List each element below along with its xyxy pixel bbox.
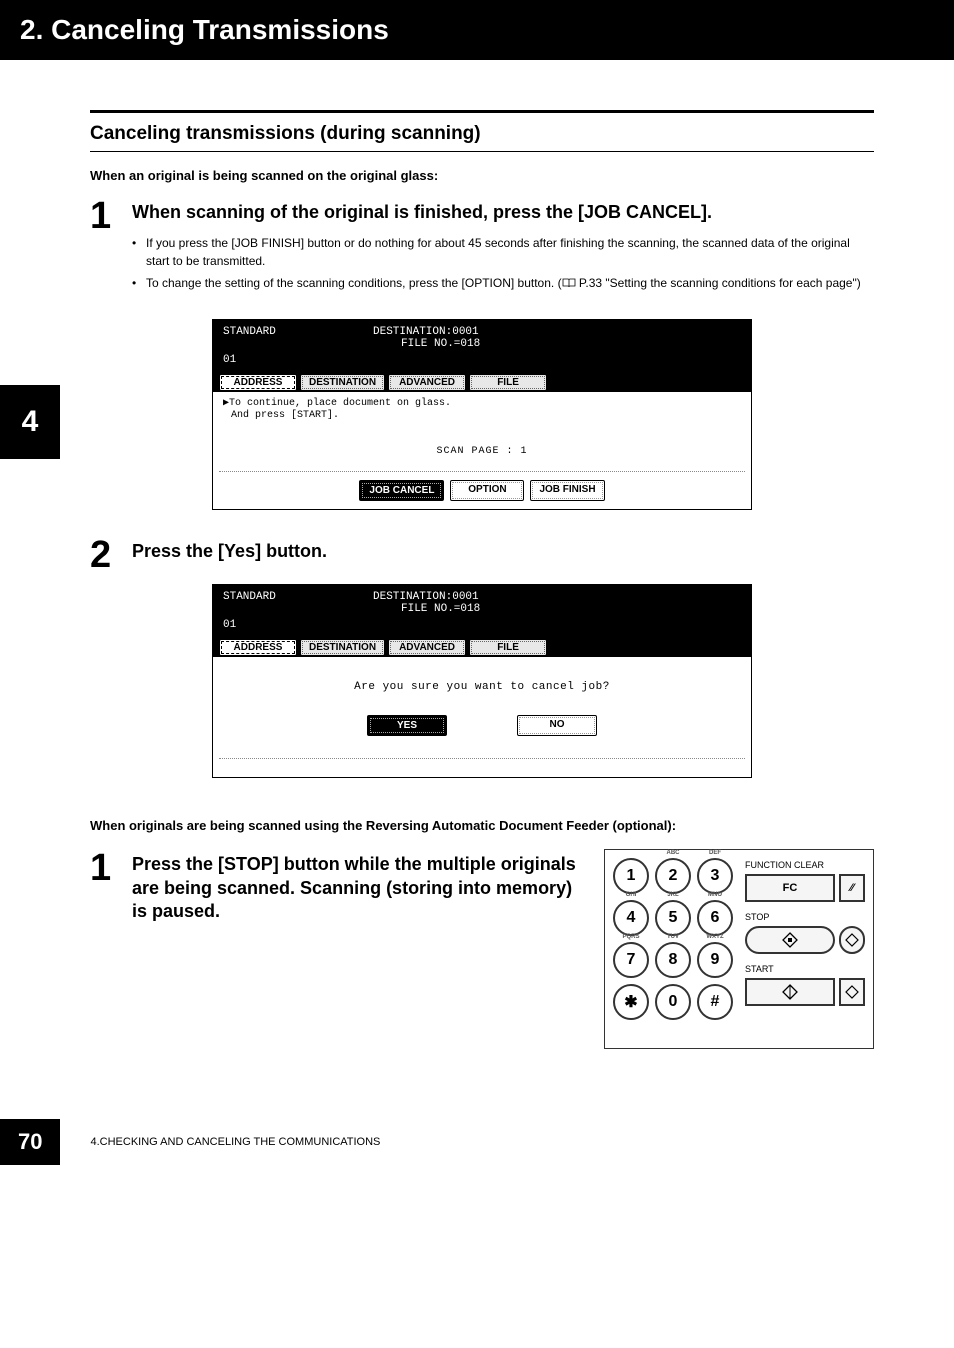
no-button[interactable]: NO	[517, 715, 597, 736]
start-button[interactable]	[745, 978, 835, 1006]
key-star[interactable]: ✱	[613, 984, 649, 1020]
s2-standard: STANDARD	[223, 591, 373, 603]
tab-advanced[interactable]: ADVANCED	[388, 374, 466, 391]
s2-fileno: FILE NO.=018	[373, 603, 741, 615]
key-5[interactable]: JKL5	[655, 900, 691, 936]
s1-fileno: FILE NO.=018	[373, 338, 741, 350]
key-6[interactable]: MNO6	[697, 900, 733, 936]
key-1[interactable]: 1	[613, 858, 649, 894]
s1-hint2: And press [START].	[223, 410, 741, 422]
lcd-screen-2: STANDARDDESTINATION:0001 FILE NO.=018 01…	[212, 584, 752, 778]
key-9[interactable]: WXYZ9	[697, 942, 733, 978]
step-2: 2 Press the [Yes] button.	[90, 536, 874, 574]
key-3[interactable]: DEF3	[697, 858, 733, 894]
tab2-file[interactable]: FILE	[469, 639, 547, 656]
chapter-header: 2. Canceling Transmissions	[0, 0, 954, 60]
key-hash[interactable]: #	[697, 984, 733, 1020]
footer-text: 4.CHECKING AND CANCELING THE COMMUNICATI…	[90, 1136, 380, 1148]
step-3: 1 Press the [STOP] button while the mult…	[90, 849, 874, 1049]
job-cancel-button[interactable]: JOB CANCEL	[359, 480, 444, 501]
step-1-number: 1	[90, 197, 120, 235]
s1-hint1: ▶To continue, place document on glass.	[223, 398, 741, 410]
step-2-heading: Press the [Yes] button.	[132, 540, 874, 563]
stop-button[interactable]	[745, 926, 835, 954]
confirm-question: Are you sure you want to cancel job?	[223, 681, 741, 693]
tab-file[interactable]: FILE	[469, 374, 547, 391]
start-label: START	[745, 964, 865, 974]
s2-destination: DESTINATION:0001	[373, 591, 741, 603]
bullet-2: To change the setting of the scanning co…	[132, 274, 874, 293]
section-title: Canceling transmissions (during scanning…	[90, 123, 874, 145]
step-1: 1 When scanning of the original is finis…	[90, 197, 874, 309]
key-7[interactable]: PQRS7	[613, 942, 649, 978]
key-4[interactable]: GHI4	[613, 900, 649, 936]
s1-num: 01	[223, 354, 741, 366]
lcd-screen-1: STANDARDDESTINATION:0001 FILE NO.=018 01…	[212, 319, 752, 510]
s2-num: 01	[223, 619, 741, 631]
key-0[interactable]: 0	[655, 984, 691, 1020]
tab-destination[interactable]: DESTINATION	[300, 374, 385, 391]
numeric-keypad: 1 ABC2 DEF3 GHI4 JKL5 MNO6 PQRS7 TUV8 WX…	[613, 858, 733, 1040]
s1-destination: DESTINATION:0001	[373, 326, 741, 338]
step-1-bullets: If you press the [JOB FINISH] button or …	[132, 234, 874, 293]
step-3-number: 1	[90, 849, 120, 887]
tab2-destination[interactable]: DESTINATION	[300, 639, 385, 656]
bullet-1: If you press the [JOB FINISH] button or …	[132, 234, 874, 270]
control-panel-diagram: 1 ABC2 DEF3 GHI4 JKL5 MNO6 PQRS7 TUV8 WX…	[604, 849, 874, 1049]
page-number: 70	[0, 1119, 60, 1165]
side-tab: 4	[0, 385, 60, 459]
tab2-address[interactable]: ADDRESS	[219, 639, 297, 656]
option-button[interactable]: OPTION	[450, 480, 524, 501]
page-content: Canceling transmissions (during scanning…	[0, 110, 954, 1049]
stop-alt-button[interactable]	[839, 926, 865, 954]
fc-slash-button[interactable]: ⁄⁄	[839, 874, 865, 902]
section-underline	[90, 151, 874, 152]
s1-scanpage: SCAN PAGE : 1	[223, 446, 741, 457]
step-2-number: 2	[90, 536, 120, 574]
book-icon	[562, 275, 576, 293]
job-finish-button[interactable]: JOB FINISH	[530, 480, 604, 501]
page-footer: 70 4.CHECKING AND CANCELING THE COMMUNIC…	[0, 1119, 954, 1185]
step-3-heading: Press the [STOP] button while the multip…	[132, 853, 580, 923]
stop-label: STOP	[745, 912, 865, 922]
tab2-advanced[interactable]: ADVANCED	[388, 639, 466, 656]
key-8[interactable]: TUV8	[655, 942, 691, 978]
start-alt-button[interactable]	[839, 978, 865, 1006]
fn-clear-label: FUNCTION CLEAR	[745, 860, 865, 870]
step-1-heading: When scanning of the original is finishe…	[132, 201, 874, 224]
s1-standard: STANDARD	[223, 326, 373, 338]
key-2[interactable]: ABC2	[655, 858, 691, 894]
intro-radf: When originals are being scanned using t…	[90, 818, 874, 833]
section-rule	[90, 110, 874, 113]
intro-glass: When an original is being scanned on the…	[90, 168, 874, 183]
yes-button[interactable]: YES	[367, 715, 447, 736]
fc-button[interactable]: FC	[745, 874, 835, 902]
chapter-title: 2. Canceling Transmissions	[20, 14, 954, 46]
tab-address[interactable]: ADDRESS	[219, 374, 297, 391]
